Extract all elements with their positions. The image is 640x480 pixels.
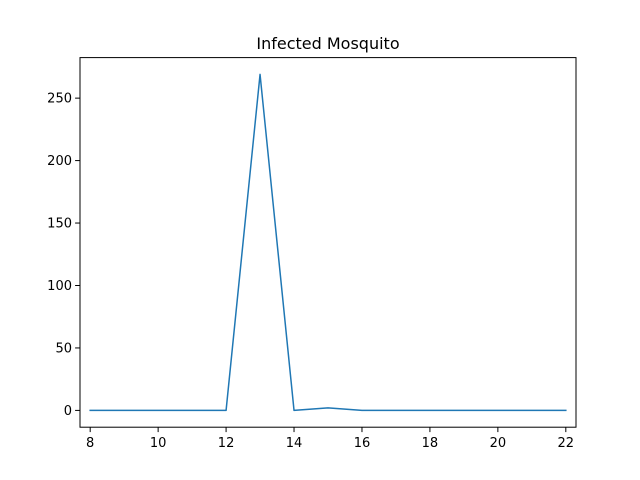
- x-tick-label: 22: [558, 436, 575, 451]
- y-tick-label: 250: [47, 92, 72, 107]
- x-axis-ticks: 8 10 12 14 16 18 20 22: [86, 427, 574, 451]
- y-tick-label: 0: [64, 404, 72, 419]
- series-line: [89, 73, 567, 412]
- chart-title: Infected Mosquito: [256, 34, 399, 53]
- x-tick-label: 16: [354, 436, 371, 451]
- y-tick-label: 150: [47, 217, 72, 232]
- y-tick-label: 100: [47, 279, 72, 294]
- y-tick-label: 200: [47, 154, 72, 169]
- x-tick-label: 8: [86, 436, 94, 451]
- plot-area-frame: [79, 57, 577, 428]
- y-tick-label: 50: [55, 341, 72, 356]
- series-layer: [89, 73, 567, 412]
- x-tick-label: 10: [150, 436, 167, 451]
- x-tick-label: 14: [286, 436, 303, 451]
- x-tick-label: 18: [422, 436, 439, 451]
- y-axis-ticks: 0 50 100 150 200 250: [47, 92, 80, 419]
- x-tick-label: 12: [218, 436, 235, 451]
- x-tick-label: 20: [490, 436, 507, 451]
